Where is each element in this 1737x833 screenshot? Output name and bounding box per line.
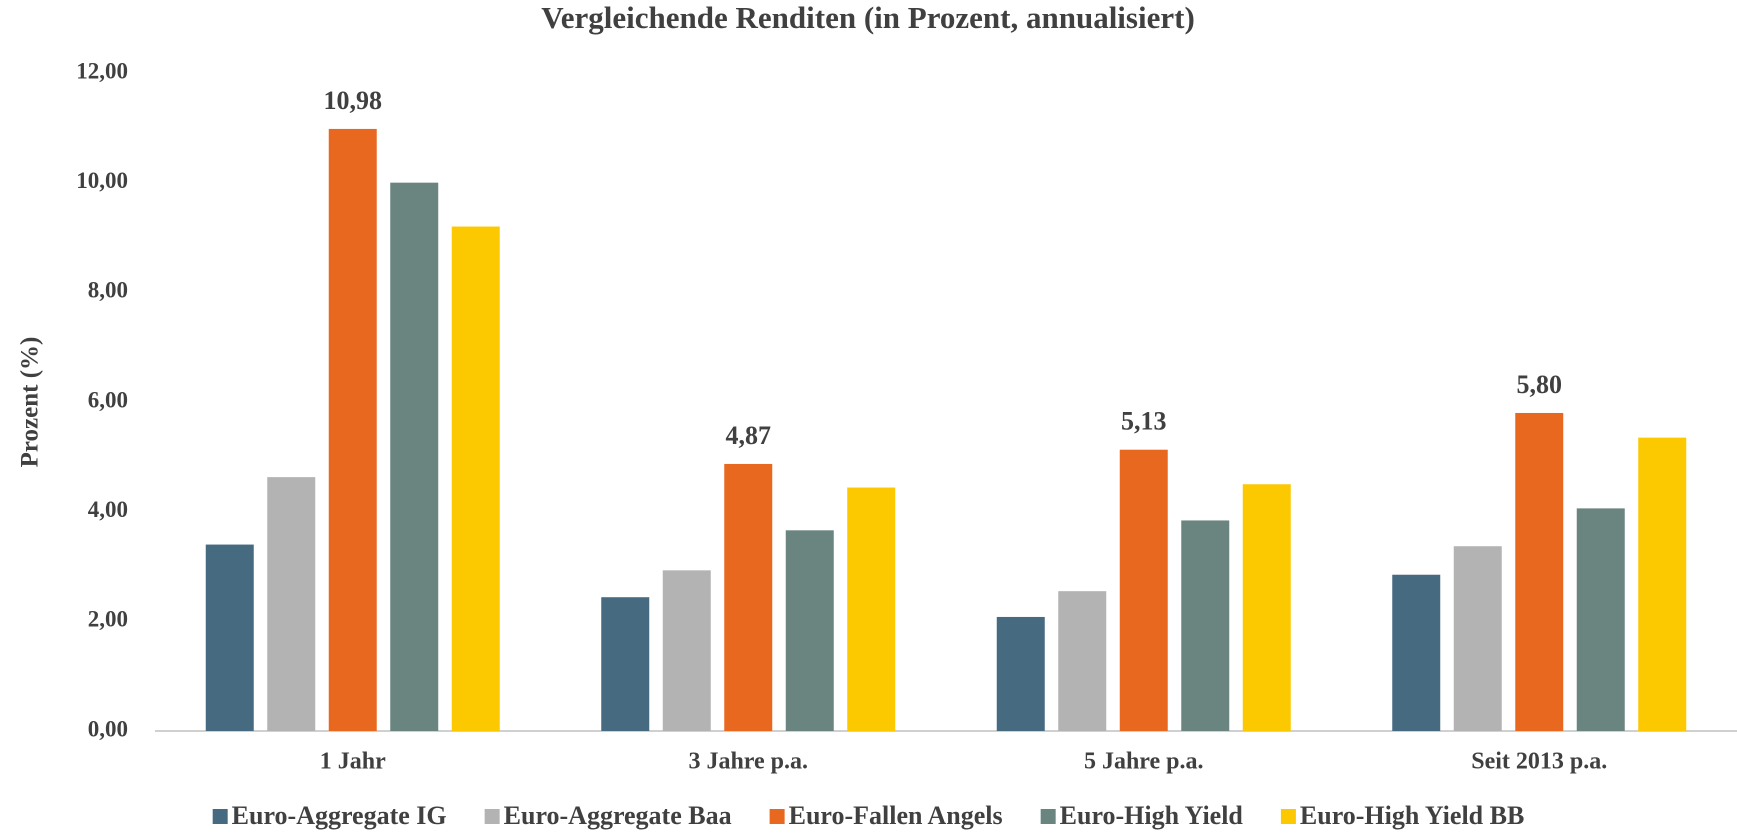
bar [724,463,773,731]
bar [847,487,896,731]
bar [1576,508,1625,731]
bar [662,570,711,731]
x-tick-label: 5 Jahre p.a. [1084,749,1204,775]
bar [1242,484,1291,731]
legend-label: Euro-Aggregate IG [232,801,447,830]
legend-label: Euro-High Yield BB [1300,801,1524,830]
bar [267,477,316,731]
bar [1515,412,1564,731]
bar [601,597,650,731]
x-tick-label: 1 Jahr [320,749,386,775]
bar [1181,520,1230,731]
bar [1119,449,1168,731]
data-label: 5,80 [1517,370,1563,399]
y-axis-label: Prozent (%) [17,337,44,468]
bar [1058,591,1107,731]
bar [785,530,834,731]
data-label: 5,13 [1121,407,1167,436]
bar [1638,437,1687,731]
chart-title: Vergleichende Renditen (in Prozent, annu… [541,0,1195,35]
data-label: 10,98 [324,86,383,115]
bar [390,182,439,731]
bar [205,544,254,731]
bar [451,226,500,732]
legend-swatch [484,809,500,824]
legend-swatch [1040,809,1056,824]
y-tick-label: 2,00 [88,607,128,632]
legend-label: Euro-Fallen Angels [789,801,1003,830]
legend-swatch [1280,809,1296,824]
legend-swatch [212,809,228,824]
bar [1392,574,1441,731]
legend-label: Euro-High Yield [1060,801,1244,830]
bar [996,616,1045,731]
bar [1453,546,1502,731]
y-tick-label: 4,00 [88,497,128,522]
bar [328,128,377,731]
x-tick-label: 3 Jahre p.a. [688,749,808,775]
x-tick-label: Seit 2013 p.a. [1471,749,1607,775]
y-tick-label: 8,00 [88,278,128,303]
legend-swatch [769,809,785,824]
y-tick-label: 6,00 [88,387,128,412]
y-tick-label: 12,00 [76,58,128,83]
y-tick-label: 0,00 [88,716,128,741]
y-tick-label: 10,00 [76,168,128,193]
legend-label: Euro-Aggregate Baa [504,801,732,830]
data-label: 4,87 [726,421,772,450]
